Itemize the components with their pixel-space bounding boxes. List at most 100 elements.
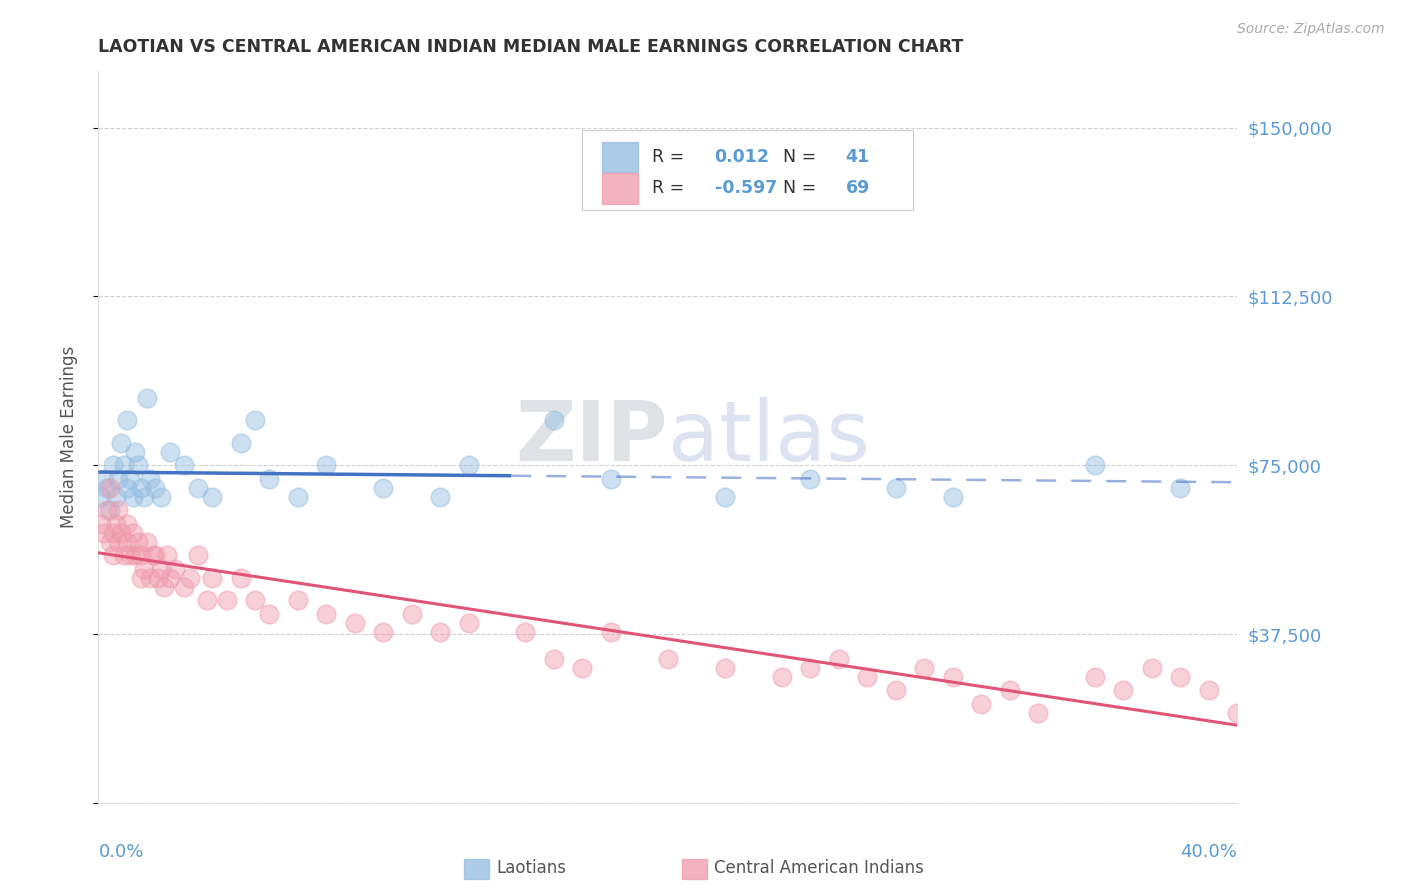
- Point: [884, 481, 907, 495]
- Point: [121, 490, 143, 504]
- Point: [129, 571, 152, 585]
- Point: [243, 413, 266, 427]
- Point: [714, 490, 737, 504]
- Point: [150, 490, 173, 504]
- Point: [115, 413, 138, 427]
- Point: [115, 516, 138, 531]
- Point: [124, 444, 146, 458]
- Point: [165, 562, 187, 576]
- Point: [129, 548, 152, 562]
- Point: [159, 571, 181, 585]
- Point: [600, 624, 623, 639]
- Bar: [602, 142, 638, 172]
- Point: [912, 661, 935, 675]
- Point: [156, 548, 179, 562]
- Point: [884, 683, 907, 698]
- Point: [259, 472, 281, 486]
- Point: [110, 435, 132, 450]
- Y-axis label: Median Male Earnings: Median Male Earnings: [59, 346, 77, 528]
- Text: 69: 69: [845, 179, 870, 197]
- Point: [138, 571, 160, 585]
- Point: [1170, 481, 1192, 495]
- Point: [1226, 706, 1249, 720]
- Point: [159, 444, 181, 458]
- Point: [315, 607, 337, 621]
- Point: [187, 548, 209, 562]
- Text: 40.0%: 40.0%: [1181, 843, 1237, 861]
- Point: [799, 661, 821, 675]
- Point: [543, 652, 565, 666]
- Point: [856, 670, 879, 684]
- Point: [110, 525, 132, 540]
- Point: [215, 593, 238, 607]
- Point: [1112, 683, 1135, 698]
- Point: [401, 607, 423, 621]
- Point: [132, 490, 155, 504]
- Bar: [602, 173, 638, 203]
- Point: [107, 503, 129, 517]
- Point: [571, 661, 593, 675]
- Text: R =: R =: [652, 148, 690, 166]
- Point: [998, 683, 1021, 698]
- Point: [98, 481, 121, 495]
- Point: [96, 503, 118, 517]
- Point: [104, 490, 127, 504]
- Point: [153, 580, 176, 594]
- Point: [429, 490, 451, 504]
- Point: [107, 534, 129, 549]
- Text: R =: R =: [652, 179, 690, 197]
- Point: [104, 516, 127, 531]
- Point: [343, 615, 366, 630]
- Point: [970, 697, 993, 711]
- Point: [101, 548, 124, 562]
- Text: 0.012: 0.012: [714, 148, 769, 166]
- Point: [173, 458, 195, 473]
- Point: [93, 525, 115, 540]
- Text: atlas: atlas: [668, 397, 869, 477]
- Point: [145, 481, 167, 495]
- Point: [600, 472, 623, 486]
- Point: [112, 458, 135, 473]
- Point: [543, 413, 565, 427]
- Point: [187, 481, 209, 495]
- Point: [115, 481, 138, 495]
- Point: [115, 534, 138, 549]
- Point: [457, 615, 479, 630]
- Text: Source: ZipAtlas.com: Source: ZipAtlas.com: [1237, 22, 1385, 37]
- Point: [201, 571, 224, 585]
- Point: [371, 481, 394, 495]
- Point: [828, 652, 851, 666]
- Point: [657, 652, 679, 666]
- Point: [124, 548, 146, 562]
- Point: [287, 593, 309, 607]
- Point: [942, 490, 965, 504]
- Point: [243, 593, 266, 607]
- Point: [150, 562, 173, 576]
- Point: [132, 562, 155, 576]
- Point: [799, 472, 821, 486]
- Point: [135, 391, 157, 405]
- Point: [259, 607, 281, 621]
- Point: [90, 490, 112, 504]
- Point: [195, 593, 218, 607]
- Text: Central American Indians: Central American Indians: [714, 859, 924, 877]
- Point: [770, 670, 793, 684]
- Point: [145, 548, 167, 562]
- Point: [515, 624, 537, 639]
- Point: [179, 571, 201, 585]
- Point: [90, 516, 112, 531]
- Point: [127, 458, 149, 473]
- Point: [118, 472, 141, 486]
- Text: N =: N =: [783, 148, 821, 166]
- Point: [457, 458, 479, 473]
- Text: -0.597: -0.597: [714, 179, 776, 197]
- Point: [141, 548, 163, 562]
- Point: [315, 458, 337, 473]
- Text: N =: N =: [783, 179, 821, 197]
- Point: [1026, 706, 1049, 720]
- Point: [429, 624, 451, 639]
- Point: [287, 490, 309, 504]
- Point: [1198, 683, 1220, 698]
- Point: [98, 534, 121, 549]
- Point: [148, 571, 170, 585]
